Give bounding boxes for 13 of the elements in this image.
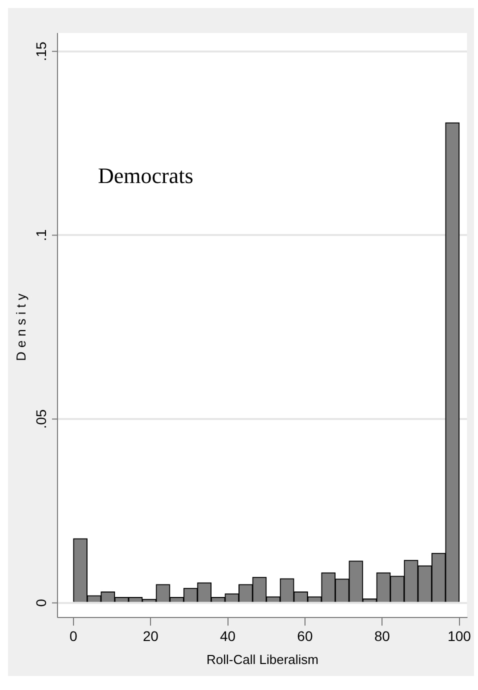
y-tick-label: .1	[32, 229, 49, 242]
x-tick-label: 80	[374, 628, 390, 644]
annotation: Democrats	[98, 163, 194, 188]
x-tick-label: 100	[448, 628, 472, 644]
x-tick-label: 40	[220, 628, 236, 644]
x-tick-label: 20	[142, 628, 159, 644]
y-axis-title: Density	[14, 290, 29, 361]
y-tick-label: .15	[32, 41, 49, 62]
y-tick-label: .05	[32, 409, 49, 429]
x-tick-label: 60	[297, 628, 313, 644]
x-axis-title: Roll-Call Liberalism	[206, 652, 318, 667]
x-tick-label: 0	[70, 628, 78, 644]
y-tick-label: 0	[32, 598, 49, 607]
